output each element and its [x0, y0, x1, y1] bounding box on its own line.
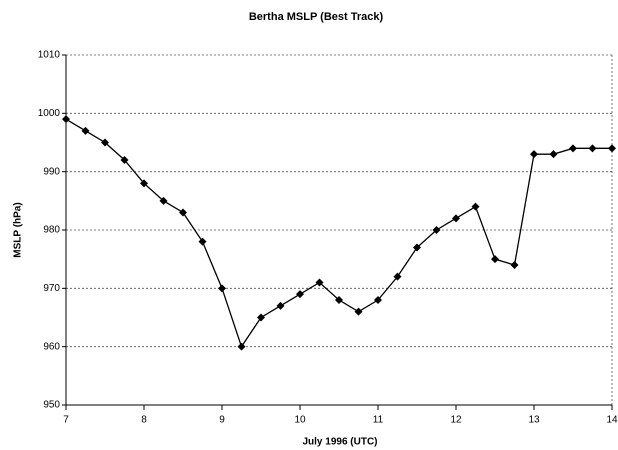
x-tick-label: 14 — [606, 415, 618, 426]
y-tick-label: 970 — [43, 283, 60, 294]
data-marker — [374, 296, 382, 304]
data-marker — [588, 144, 597, 153]
data-marker — [354, 307, 363, 316]
data-marker — [257, 313, 265, 322]
data-marker — [393, 272, 402, 281]
data-marker — [608, 144, 616, 153]
data-marker — [413, 243, 421, 252]
x-axis-label: July 1996 (UTC) — [302, 437, 377, 448]
data-marker — [549, 150, 558, 159]
x-tick-label: 9 — [219, 415, 225, 426]
data-marker — [432, 226, 441, 234]
y-tick-label: 1000 — [38, 108, 61, 119]
data-marker — [218, 284, 226, 293]
data-marker — [315, 278, 324, 287]
data-marker — [276, 301, 285, 310]
x-tick-label: 12 — [450, 415, 462, 426]
data-marker — [569, 144, 577, 153]
data-marker — [101, 138, 109, 147]
y-tick-label: 950 — [43, 400, 60, 411]
data-marker — [530, 150, 538, 159]
y-axis-label: MSLP (hPa) — [13, 202, 24, 257]
y-tick-label: 1010 — [38, 50, 61, 61]
data-line — [65, 118, 612, 349]
x-tick-label: 11 — [373, 415, 384, 426]
x-tick-label: 13 — [528, 415, 540, 426]
x-tick-label: 7 — [63, 415, 69, 426]
data-marker — [179, 208, 187, 217]
data-marker — [237, 342, 246, 351]
data-marker — [510, 261, 519, 269]
data-marker — [296, 290, 304, 299]
data-marker — [491, 255, 499, 264]
y-tick-label: 960 — [43, 341, 60, 352]
data-marker — [81, 126, 90, 135]
data-marker — [120, 156, 129, 164]
y-tick-label: 980 — [43, 225, 60, 236]
data-marker — [140, 179, 148, 188]
data-marker — [159, 196, 168, 205]
x-tick-label: 10 — [294, 415, 306, 426]
chart-title: Bertha MSLP (Best Track) — [249, 11, 384, 23]
data-marker — [198, 237, 207, 246]
data-marker — [471, 202, 480, 211]
x-tick-label: 8 — [141, 415, 147, 426]
y-tick-label: 990 — [43, 166, 60, 177]
data-marker — [335, 296, 343, 304]
data-marker — [62, 115, 70, 124]
data-marker — [452, 214, 460, 223]
